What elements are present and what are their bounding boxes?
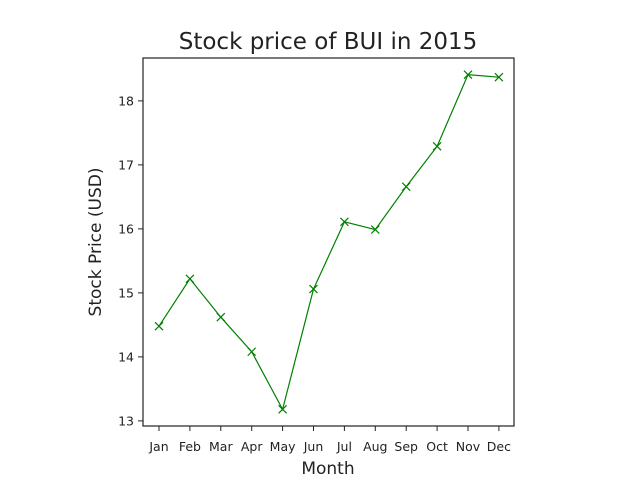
y-tick-label: 15 (118, 285, 134, 300)
y-tick-label: 16 (118, 221, 134, 236)
x-axis-label: Month (301, 459, 354, 479)
data-point-marker (401, 182, 411, 192)
x-tick-label: Aug (363, 439, 387, 454)
y-axis-label: Stock Price (USD) (86, 168, 106, 317)
y-tick-label: 18 (118, 93, 134, 108)
x-tick-label: Apr (241, 439, 263, 454)
data-point-marker (154, 321, 164, 331)
y-tick-label: 13 (118, 413, 134, 428)
data-point-marker (216, 312, 226, 322)
data-point-marker (185, 274, 195, 284)
y-axis-ticks: 13 14 15 16 17 18 (118, 93, 143, 428)
x-tick-label: Sep (394, 439, 418, 454)
data-point-marker (247, 347, 257, 357)
data-point-marker (309, 284, 318, 294)
data-point-marker (278, 404, 288, 414)
x-tick-label: Jul (336, 439, 352, 454)
series-group (154, 70, 504, 414)
x-tick-label: Nov (456, 439, 481, 454)
x-tick-label: May (270, 439, 296, 454)
data-point-marker (339, 217, 349, 227)
x-tick-label: Jan (148, 439, 168, 454)
x-tick-label: Oct (426, 439, 448, 454)
series-line (158, 74, 499, 411)
data-point-marker (432, 141, 442, 151)
x-tick-label: Mar (209, 439, 233, 454)
plot-frame (142, 57, 515, 427)
chart-title: Stock price of BUI in 2015 (179, 29, 478, 55)
x-tick-label: Dec (487, 439, 511, 454)
x-tick-label: Jun (303, 439, 324, 454)
y-tick-label: 14 (118, 349, 134, 364)
data-point-marker (494, 72, 504, 82)
y-tick-label: 17 (118, 157, 134, 172)
data-point-marker (463, 70, 473, 80)
x-tick-label: Feb (179, 439, 201, 454)
data-point-marker (370, 225, 380, 234)
x-axis-ticks: Jan Feb Mar Apr May Jun Jul Aug Sep Oct Nov Dec (148, 426, 511, 454)
